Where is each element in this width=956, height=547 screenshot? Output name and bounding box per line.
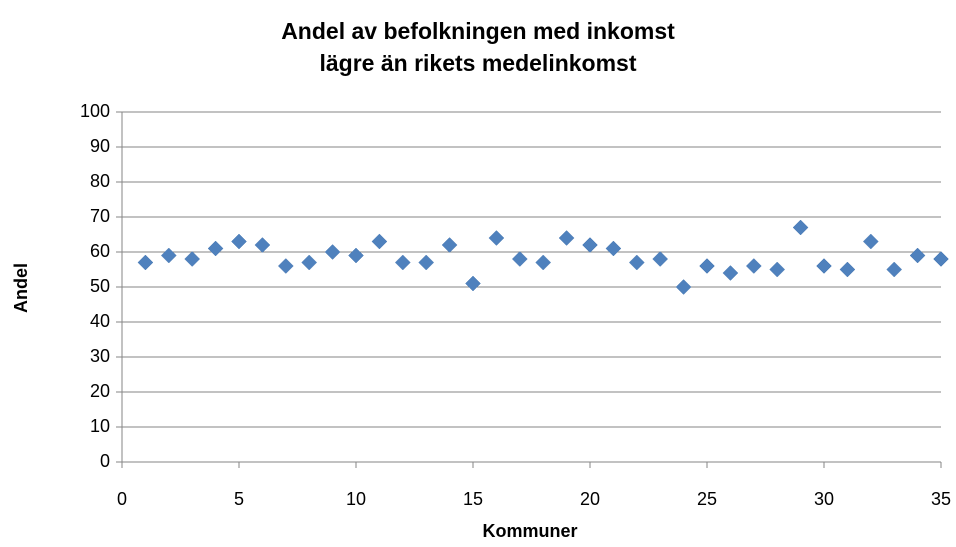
data-point bbox=[769, 261, 786, 278]
data-point bbox=[511, 251, 528, 267]
data-point bbox=[792, 219, 809, 236]
data-point bbox=[371, 233, 388, 250]
y-tick-label: 10 bbox=[90, 416, 110, 436]
y-tick-label: 90 bbox=[90, 136, 110, 156]
y-axis-title: Andel bbox=[11, 263, 31, 313]
x-tick-label: 20 bbox=[580, 489, 600, 509]
data-point bbox=[254, 237, 271, 253]
data-point bbox=[441, 237, 458, 253]
data-point bbox=[207, 240, 224, 257]
y-tick-label: 40 bbox=[90, 311, 110, 331]
data-point bbox=[184, 251, 201, 267]
data-point bbox=[909, 247, 926, 264]
data-point bbox=[535, 254, 552, 271]
data-point bbox=[605, 240, 622, 257]
data-point bbox=[652, 251, 669, 267]
x-tick-label: 5 bbox=[234, 489, 244, 509]
data-point bbox=[160, 247, 177, 264]
data-point bbox=[699, 258, 715, 274]
data-point bbox=[722, 265, 739, 281]
data-point bbox=[628, 254, 645, 271]
x-tick-label: 25 bbox=[697, 489, 717, 509]
data-point bbox=[137, 254, 154, 271]
chart-title: lägre än rikets medelinkomst bbox=[319, 50, 636, 76]
y-tick-label: 60 bbox=[90, 241, 110, 261]
data-point bbox=[277, 258, 294, 274]
y-tick-label: 50 bbox=[90, 276, 110, 296]
y-tick-label: 30 bbox=[90, 346, 110, 366]
x-tick-label: 0 bbox=[117, 489, 127, 509]
data-point bbox=[862, 233, 879, 250]
data-point bbox=[394, 254, 411, 271]
y-tick-label: 100 bbox=[80, 101, 110, 121]
data-point bbox=[675, 279, 692, 295]
data-point bbox=[839, 261, 856, 278]
data-point bbox=[558, 230, 575, 246]
data-point bbox=[745, 258, 762, 274]
x-tick-label: 15 bbox=[463, 489, 483, 509]
data-point bbox=[933, 251, 949, 267]
data-point bbox=[348, 247, 364, 264]
data-point bbox=[231, 233, 247, 250]
chart-title: Andel av befolkningen med inkomst bbox=[281, 18, 675, 44]
data-point bbox=[488, 230, 505, 246]
data-point bbox=[465, 275, 481, 292]
x-tick-label: 30 bbox=[814, 489, 834, 509]
data-point bbox=[816, 258, 832, 274]
data-point bbox=[418, 254, 435, 271]
x-tick-label: 10 bbox=[346, 489, 366, 509]
y-tick-label: 0 bbox=[100, 451, 110, 471]
y-tick-label: 20 bbox=[90, 381, 110, 401]
data-point bbox=[582, 237, 598, 253]
data-point bbox=[886, 261, 903, 278]
y-tick-label: 80 bbox=[90, 171, 110, 191]
x-axis-title: Kommuner bbox=[482, 521, 577, 541]
data-point bbox=[301, 254, 318, 271]
y-tick-label: 70 bbox=[90, 206, 110, 226]
data-point bbox=[324, 244, 341, 260]
x-tick-label: 35 bbox=[931, 489, 951, 509]
